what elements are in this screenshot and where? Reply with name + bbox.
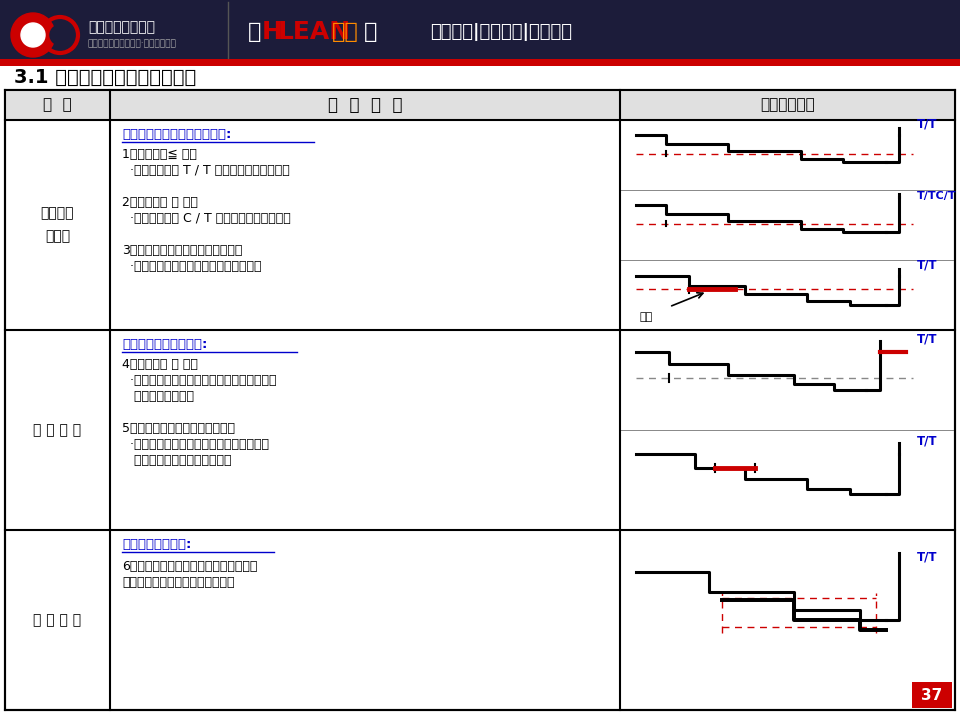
Text: T/TC/T: T/TC/T	[917, 191, 956, 201]
Text: 4．实际时间 ＜ 工数: 4．实际时间 ＜ 工数	[122, 358, 198, 371]
Text: 项  目: 项 目	[43, 97, 72, 112]
Text: 】: 】	[364, 22, 377, 42]
Text: ·较少作业量时，由于要折回到起始点，因此: ·较少作业量时，由于要折回到起始点，因此	[122, 374, 276, 387]
Circle shape	[11, 13, 55, 57]
Text: ·工程图中，手工作业与自动推动的线相互: ·工程图中，手工作业与自动推动的线相互	[122, 438, 269, 451]
Text: 2．时间时间 ＞ 工数: 2．时间时间 ＞ 工数	[122, 196, 198, 209]
FancyBboxPatch shape	[5, 90, 955, 710]
Text: 精益生产|智能制造|管理前沿: 精益生产|智能制造|管理前沿	[430, 23, 572, 41]
Text: 图示记录例子: 图示记录例子	[760, 97, 815, 112]
Text: 同 时 起 动: 同 时 起 动	[34, 613, 82, 627]
Text: 自动推送时间的折回方法如下:: 自动推送时间的折回方法如下:	[122, 128, 231, 141]
FancyBboxPatch shape	[0, 0, 960, 60]
Text: 同时起动表示如下:: 同时起动表示如下:	[122, 538, 191, 551]
Text: ·这样的组合是不成立的，应重选作业。: ·这样的组合是不成立的，应重选作业。	[122, 260, 261, 273]
Circle shape	[50, 25, 70, 45]
Text: 5．根据作业标准而产生手边等待: 5．根据作业标准而产生手边等待	[122, 422, 235, 435]
Text: 中国先进精益管理体系·智能制造系统: 中国先进精益管理体系·智能制造系统	[88, 40, 177, 48]
Text: 精益生产促进中心: 精益生产促进中心	[88, 20, 155, 34]
Text: T/T: T/T	[917, 551, 937, 564]
Text: T/T: T/T	[917, 117, 937, 130]
Text: H: H	[262, 20, 283, 44]
Text: T/T: T/T	[917, 333, 937, 346]
Text: 手边上等待的时间如下:: 手边上等待的时间如下:	[122, 338, 207, 351]
Text: T/T: T/T	[917, 259, 937, 272]
Text: 6．两台以上的机械按一个键同时起动。: 6．两台以上的机械按一个键同时起动。	[122, 560, 257, 573]
Text: 〔按下开关键时同时画上虚线〕: 〔按下开关键时同时画上虚线〕	[122, 576, 234, 589]
Text: 手 边 等 待: 手 边 等 待	[34, 423, 82, 437]
Text: 推送的折
回方法: 推送的折 回方法	[40, 207, 74, 243]
Text: 重合: 重合	[639, 312, 653, 322]
Text: 产生了手边等待。: 产生了手边等待。	[122, 390, 194, 403]
FancyBboxPatch shape	[0, 59, 960, 66]
Text: 重叠时，产生手边上的等待。: 重叠时，产生手边上的等待。	[122, 454, 231, 467]
FancyBboxPatch shape	[912, 682, 952, 708]
Text: 3．与折回时的手工作业时间重合时: 3．与折回时的手工作业时间重合时	[122, 244, 242, 257]
Text: 【: 【	[248, 22, 261, 42]
Text: 3.1 标准作业组合表的图示方法: 3.1 标准作业组合表的图示方法	[14, 68, 196, 86]
Text: ·推送时间是从 T / T 线开始折回到开始点。: ·推送时间是从 T / T 线开始折回到开始点。	[122, 164, 290, 177]
Text: 1．实际时间≦ 工数: 1．实际时间≦ 工数	[122, 148, 197, 161]
Text: 学堂: 学堂	[332, 22, 359, 42]
Text: T/T: T/T	[917, 435, 937, 448]
Text: 37: 37	[922, 688, 943, 703]
Text: ·推送时间是从 C / T 线开始折回到开始点。: ·推送时间是从 C / T 线开始折回到开始点。	[122, 212, 291, 225]
FancyBboxPatch shape	[5, 90, 955, 120]
Text: 图  示  解  说: 图 示 解 说	[327, 96, 402, 114]
Text: LEAN: LEAN	[278, 20, 351, 44]
Circle shape	[21, 23, 45, 47]
